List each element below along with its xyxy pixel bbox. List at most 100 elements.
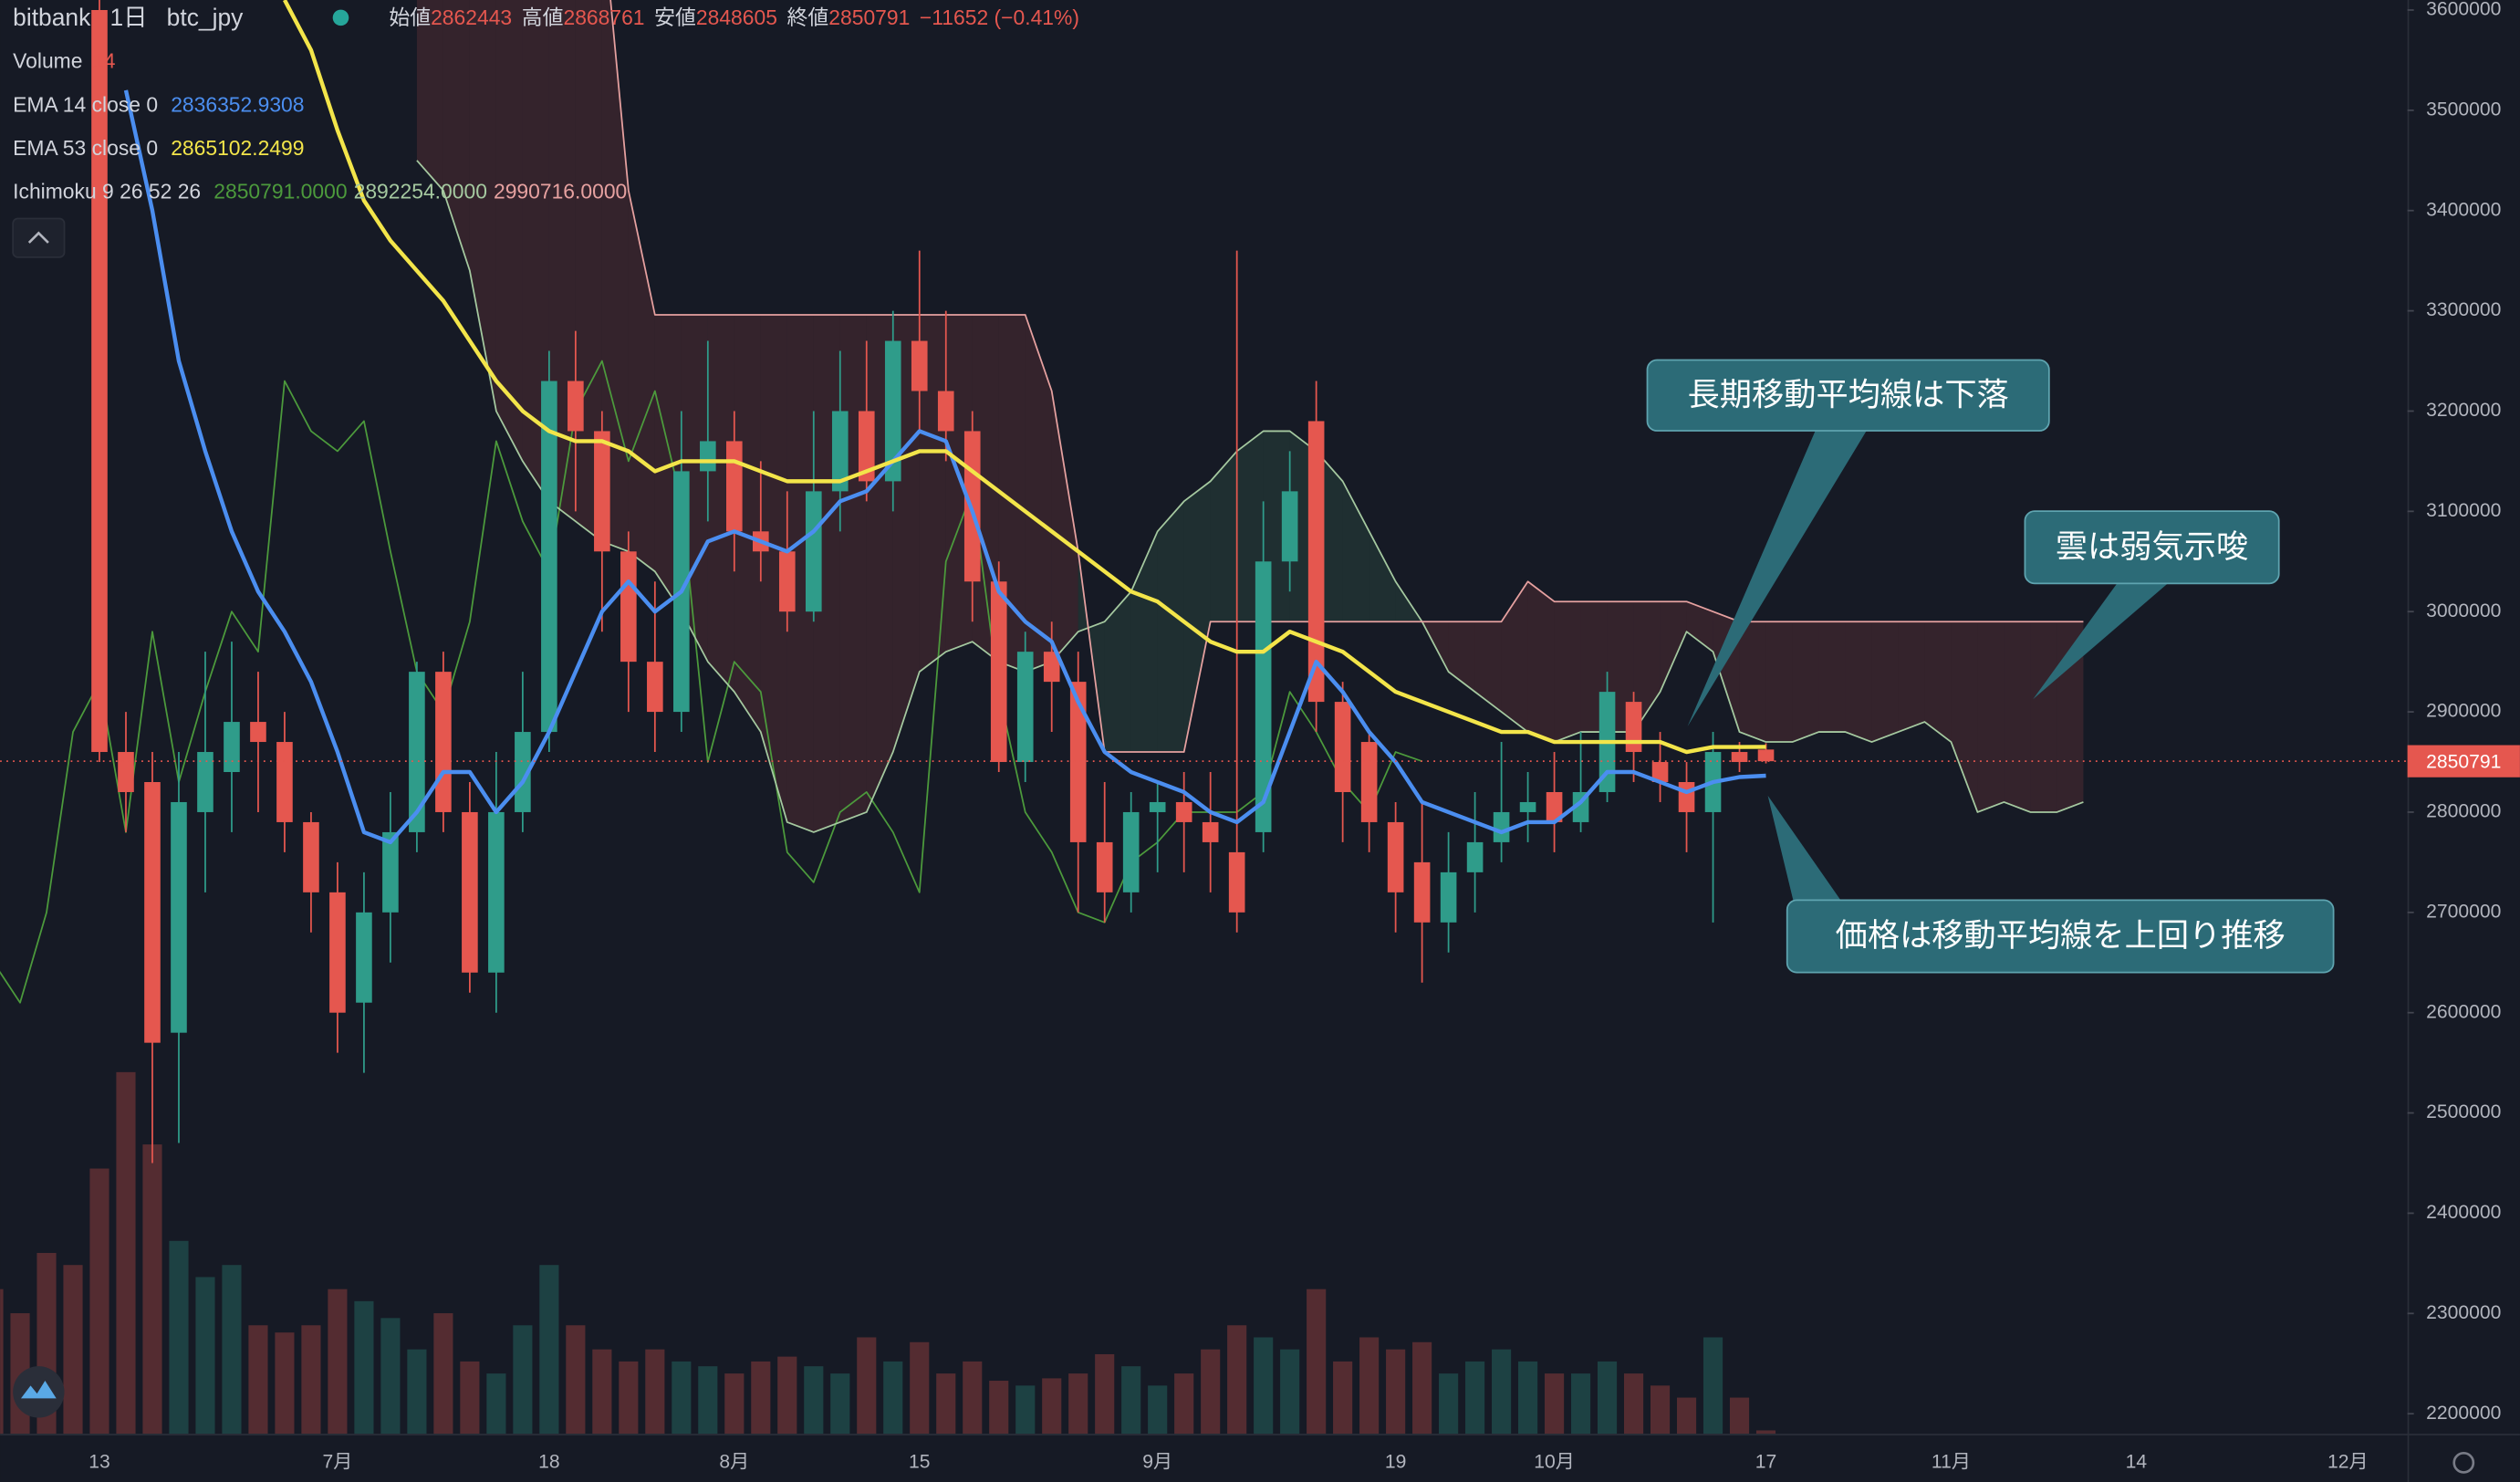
ohlc-label: 始値: [389, 5, 431, 29]
candle-body: [144, 781, 161, 1043]
candle-body: [594, 431, 610, 552]
cloud-fill: [1474, 621, 1502, 713]
candle-body: [1255, 561, 1272, 832]
legend-value: 2865102.2499: [171, 136, 304, 160]
candle-body: [831, 411, 849, 492]
candle-body: [1651, 762, 1669, 782]
volume-bar: [1333, 1361, 1353, 1435]
x-tick-label: 7月: [322, 1451, 352, 1472]
volume-bar: [1042, 1378, 1062, 1435]
status-dot: [332, 9, 349, 26]
candle-body: [911, 340, 928, 391]
span-b-line: [609, 0, 2084, 753]
legend-label: EMA 14 close 0: [13, 92, 158, 116]
candle-body: [1757, 749, 1775, 762]
cloud-fill: [2030, 621, 2057, 812]
volume-bar: [698, 1366, 718, 1435]
logo-icon: [20, 1381, 57, 1399]
volume-bar: [1650, 1385, 1671, 1435]
volume-bar: [486, 1373, 506, 1435]
candle-body: [435, 672, 452, 812]
volume-bar: [1227, 1325, 1247, 1435]
volume-bar: [1412, 1341, 1432, 1435]
cloud-fill: [1871, 621, 1899, 743]
candle-body: [1360, 742, 1378, 822]
legend-value: 2836352.9308: [171, 92, 304, 116]
volume-bar: [1623, 1373, 1644, 1435]
volume-bar: [751, 1361, 771, 1435]
volume-bar: [1439, 1373, 1459, 1435]
cloud-fill: [734, 314, 761, 733]
cloud-fill: [1818, 621, 1846, 733]
cloud-fill: [1739, 621, 1766, 743]
candle-body: [1043, 652, 1060, 683]
y-tick-label: 2500000: [2426, 1101, 2501, 1122]
volume-bar: [539, 1265, 559, 1435]
volume-bar: [89, 1168, 109, 1435]
cloud-fill: [1025, 314, 1052, 673]
y-tick-label: 2800000: [2426, 801, 2501, 822]
cloud-fill: [1554, 601, 1581, 743]
cloud-fill: [760, 314, 787, 822]
candle-body: [1122, 811, 1140, 892]
volume-bar: [883, 1361, 903, 1435]
volume-bar: [1201, 1349, 1221, 1435]
volume-bar: [0, 1289, 4, 1435]
x-tick-label: 19: [1385, 1451, 1407, 1472]
cloud-fill: [1051, 391, 1078, 663]
cloud-fill: [1104, 591, 1131, 753]
candle-body: [647, 662, 663, 713]
y-tick-label: 2900000: [2426, 701, 2501, 722]
volume-bar: [1121, 1366, 1141, 1435]
candle-body: [356, 912, 372, 1003]
settings-button[interactable]: [2452, 1451, 2475, 1474]
candle-body: [224, 722, 240, 773]
candle-body: [1546, 791, 1563, 822]
candle-body: [568, 381, 584, 432]
volume-bar: [1307, 1289, 1327, 1435]
volume-bar: [407, 1349, 427, 1435]
candle-body: [990, 581, 1007, 763]
legend-value: 2850791.0000: [213, 179, 347, 203]
volume-bar: [936, 1373, 956, 1435]
candle-body: [1413, 861, 1431, 923]
volume-bar: [380, 1318, 401, 1435]
volume-bar: [513, 1325, 533, 1435]
candle-body: [382, 831, 399, 913]
volume-bar: [1280, 1349, 1300, 1435]
volume-bar: [724, 1373, 745, 1435]
x-tick-label: 11月: [1932, 1451, 1971, 1472]
y-tick-label: 3200000: [2426, 400, 2501, 421]
cloud-fill: [416, 0, 443, 191]
volume-bar: [1729, 1397, 1750, 1435]
cloud-fill: [1527, 581, 1555, 743]
volume-bar: [777, 1356, 797, 1435]
cloud-fill: [522, 0, 549, 502]
candle-body: [1016, 652, 1034, 763]
cloud-fill: [839, 314, 867, 822]
volume-bar: [460, 1361, 480, 1435]
ohlc-value: 2862443: [431, 5, 512, 29]
volume-bar: [1545, 1373, 1565, 1435]
chart-title: bitbank: [13, 4, 91, 31]
cloud-fill: [1369, 531, 1396, 622]
y-tick-label: 3000000: [2426, 600, 2501, 621]
plot-area: [0, 0, 2408, 1435]
cloud-fill: [1951, 621, 1978, 812]
cloud-fill: [2004, 621, 2031, 812]
collapse-button[interactable]: [12, 217, 66, 258]
cloud-fill: [1765, 621, 1793, 743]
volume-bar: [1068, 1373, 1088, 1435]
x-tick-label: 18: [538, 1451, 560, 1472]
candle-body: [1202, 821, 1219, 842]
volume-bar: [222, 1265, 242, 1435]
candle-body: [1387, 821, 1404, 892]
annotation: 長期移動平均線は下落: [1688, 377, 2009, 412]
candle-body: [1228, 851, 1245, 913]
cloud-fill: [1845, 621, 1872, 743]
volume-bar: [142, 1144, 162, 1435]
volume-bar: [910, 1341, 930, 1435]
cloud-fill: [1660, 601, 1687, 693]
volume-bar: [1254, 1337, 1274, 1435]
